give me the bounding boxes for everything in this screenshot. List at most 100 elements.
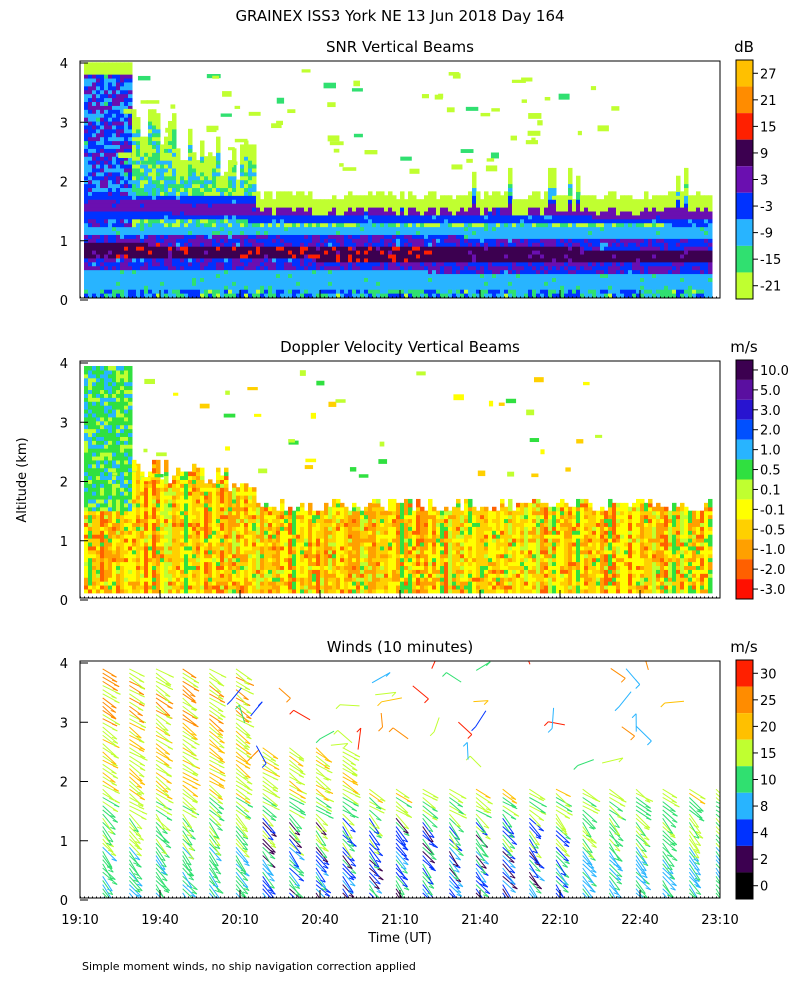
snr-cell [280,293,285,298]
snr-cell [136,167,141,173]
snr-cell [116,163,121,169]
snr-cell [188,257,193,263]
snr-cell [312,199,317,204]
snr-cell [412,214,417,220]
snr-cell [524,214,529,220]
snr-cell [216,246,221,251]
snr-cell [384,293,389,298]
snr-cell [692,210,697,216]
snr-cell [204,253,209,259]
snr-cell [572,289,577,294]
snr-cell [308,214,313,220]
snr-cell [164,265,169,271]
snr-cell [232,191,237,196]
snr-cell [92,214,97,220]
snr-cell [432,238,437,243]
snr-cell [240,175,245,181]
snr-cell [596,234,601,239]
snr-cell [364,253,369,259]
snr-cell [700,265,705,271]
snr-cell [204,250,209,255]
snr-cell [568,238,573,243]
snr-cell [128,285,133,290]
snr-cell [164,187,169,192]
snr-cell [508,183,513,189]
snr-cell [484,253,489,259]
snr-cell [644,218,649,224]
snr-cell [256,293,261,298]
snr-cell [409,168,420,174]
snr-cell [372,214,377,220]
snr-cell [424,218,429,224]
snr-cell [124,207,129,212]
snr-cell [284,246,289,251]
snr-cell [340,273,345,278]
snr-cell [300,285,305,290]
snr-cell [668,277,673,282]
snr-cell [196,171,201,177]
snr-cell [160,203,165,208]
snr-cell [140,242,145,247]
snr-cell [412,253,417,259]
snr-cell [92,265,97,271]
snr-cell [484,257,489,263]
snr-cell [596,250,601,255]
snr-cell [244,175,249,181]
snr-cell [472,226,477,232]
snr-cell [216,253,221,259]
snr-cell [696,277,701,282]
snr-cell [276,226,281,232]
snr-cell [220,257,225,263]
snr-cell [168,132,173,138]
snr-cell [704,238,709,243]
snr-cell [452,207,457,212]
snr-cell [188,246,193,251]
snr-cell [344,230,349,235]
snr-cell [616,199,621,204]
snr-cell [188,250,193,255]
snr-cell [596,293,601,298]
snr-cell [412,273,417,278]
snr-cell [328,269,333,275]
snr-cell [132,293,137,298]
snr-cell [132,257,137,263]
snr-cell [516,238,521,243]
snr-cell [104,281,109,286]
snr-cell [348,195,353,200]
snr-cell [212,222,217,228]
snr-cell [128,195,133,200]
snr-cell [172,293,177,298]
snr-cell [656,195,661,200]
snr-cell [96,222,101,228]
snr-cell [632,269,637,275]
snr-cell [260,199,265,204]
snr-cell [688,207,693,212]
snr-cell [420,281,425,286]
snr-cell [500,265,505,271]
snr-cell [616,238,621,243]
snr-cell [472,175,477,181]
snr-cell [148,261,153,267]
snr-cell [556,273,561,278]
snr-cell [408,285,413,290]
snr-cell [548,273,553,278]
snr-cell [536,214,541,220]
snr-cell [300,214,305,220]
snr-cell [328,246,333,251]
snr-cell [284,281,289,286]
snr-cell [104,101,109,106]
snr-cell [112,238,117,243]
snr-cell [436,257,441,263]
snr-cell [456,265,461,271]
snr-cell [608,238,613,243]
snr-cell [184,218,189,224]
snr-cell [280,238,285,243]
snr-cell [600,214,605,220]
snr-cell [88,207,93,212]
snr-cell [388,250,393,255]
snr-cell [332,269,337,275]
snr-cell [108,93,113,99]
snr-cell [620,226,625,232]
snr-cell [116,238,121,243]
snr-cell [648,238,653,243]
